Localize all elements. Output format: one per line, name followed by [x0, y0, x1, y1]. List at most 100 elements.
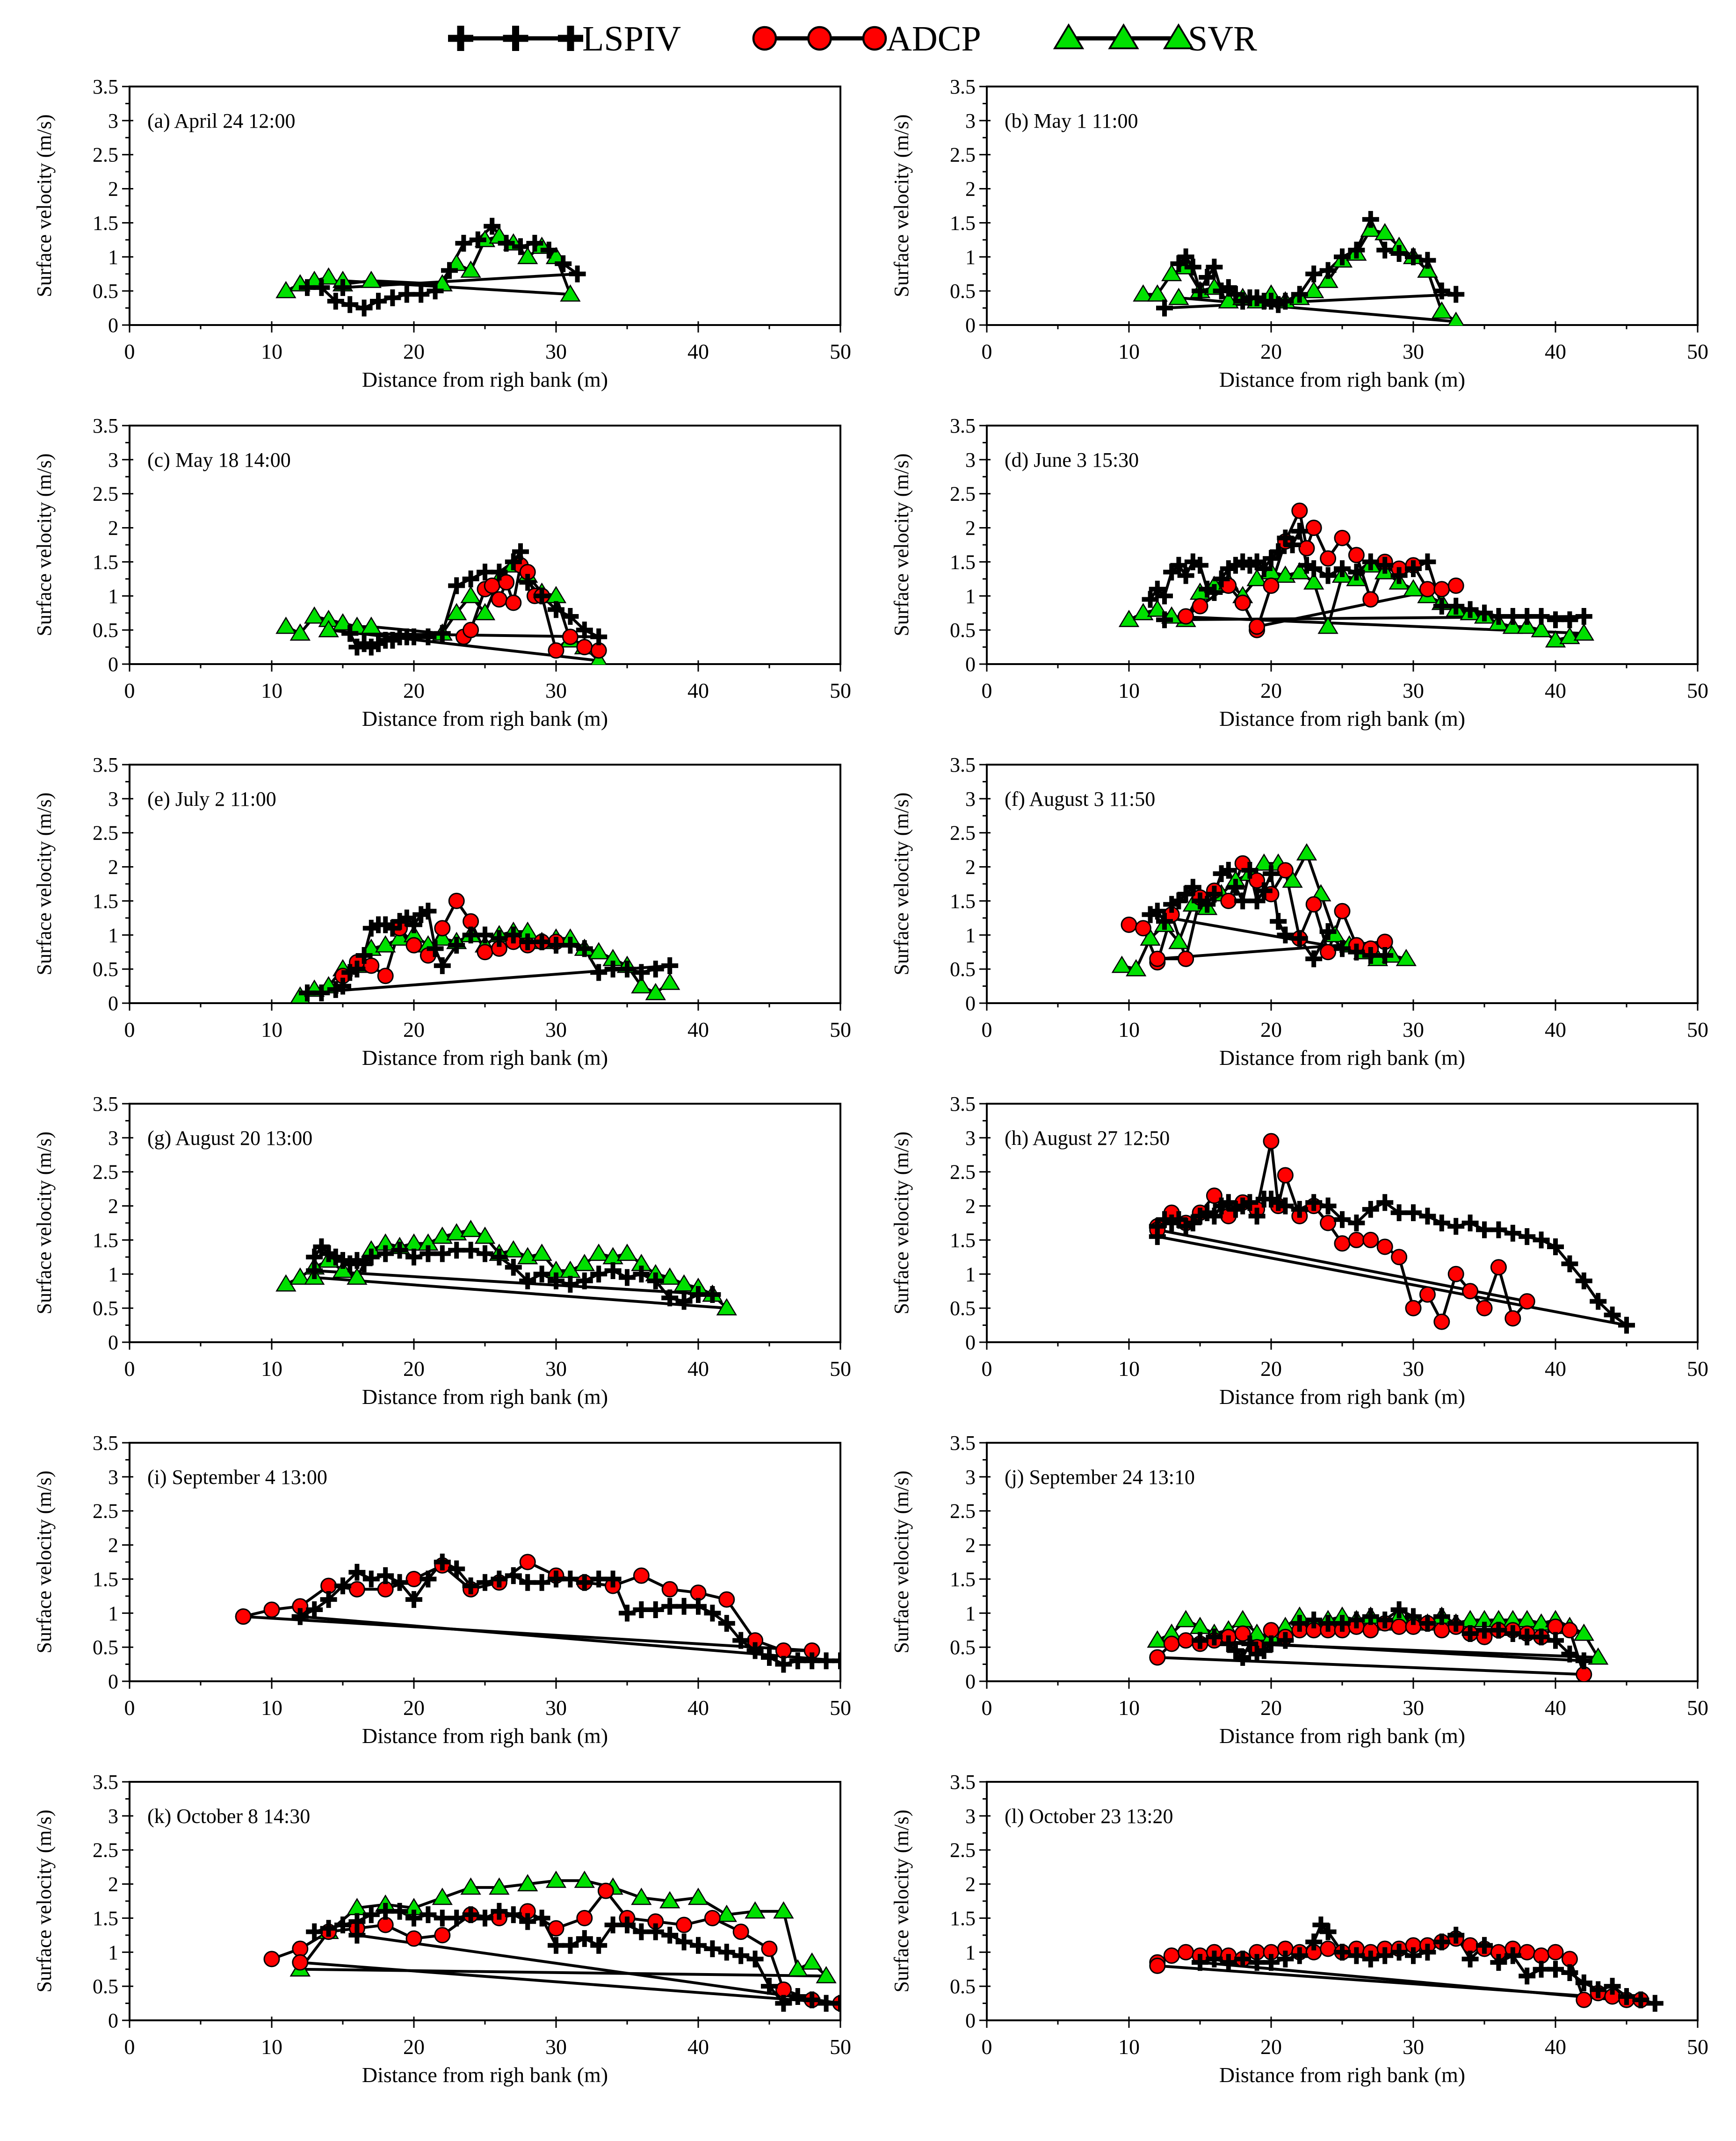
data-point-adcp	[1263, 577, 1280, 594]
data-point-lspiv	[1305, 1611, 1323, 1628]
data-point-svr	[588, 1244, 609, 1261]
data-point-svr	[560, 284, 581, 302]
data-point-lspiv	[732, 1632, 750, 1649]
data-point-lspiv	[313, 984, 330, 1002]
panel-title: (c) May 18 14:00	[147, 448, 291, 471]
data-point-lspiv	[590, 964, 608, 981]
data-point-svr	[645, 983, 666, 1000]
y-axis-label: Surface velocity (m/s)	[33, 1810, 56, 1993]
data-point-lspiv	[548, 601, 564, 618]
x-tick-label: 20	[1260, 340, 1282, 363]
panel-6: 0 0.5 1 1.5 2 2.5 3 3.5 0 10 20 30 40 50 Distance from…	[33, 1092, 851, 1409]
data-point-adcp	[597, 1882, 614, 1899]
data-point-lspiv	[299, 279, 316, 296]
data-point-svr	[289, 623, 311, 641]
panel-title: (j) September 24 13:10	[1005, 1466, 1195, 1489]
x-tick-label: 50	[1687, 340, 1708, 363]
y-tick-label: 0.5	[950, 280, 976, 303]
data-point-lspiv	[1390, 245, 1408, 262]
data-point-adcp	[1178, 1944, 1194, 1960]
y-tick-label: 0	[108, 1670, 118, 1693]
y-tick-label: 0.5	[93, 1297, 118, 1320]
data-point-adcp	[1249, 872, 1266, 889]
data-point-lspiv	[690, 1598, 707, 1615]
data-point-lspiv	[1447, 1615, 1465, 1632]
data-point-svr	[687, 1888, 709, 1905]
data-point-adcp	[1362, 591, 1379, 608]
data-point-lspiv	[1334, 1944, 1351, 1961]
data-point-lspiv	[576, 1574, 593, 1591]
data-point-lspiv	[619, 1605, 636, 1622]
data-point-lspiv	[434, 1554, 451, 1570]
data-point-lspiv	[775, 1656, 792, 1673]
y-tick-label: 1.5	[950, 890, 976, 912]
data-point-adcp	[1334, 1235, 1351, 1252]
data-point-lspiv	[420, 1245, 437, 1262]
series-group	[1133, 211, 1465, 325]
data-point-lspiv	[1618, 1316, 1635, 1334]
data-point-lspiv	[362, 1906, 380, 1924]
x-tick-label: 0	[982, 1018, 992, 1042]
data-point-adcp	[1121, 916, 1137, 933]
data-point-lspiv	[661, 1598, 679, 1615]
data-point-lspiv	[1263, 1954, 1280, 1971]
data-point-lspiv	[1348, 1215, 1365, 1231]
data-point-svr	[1282, 870, 1303, 888]
data-point-adcp	[1547, 1944, 1564, 1960]
data-point-lspiv	[1575, 1652, 1592, 1670]
data-point-lspiv	[1220, 861, 1237, 879]
data-point-adcp	[1561, 1622, 1578, 1639]
data-point-lspiv	[1334, 1615, 1351, 1632]
data-point-lspiv	[533, 933, 550, 950]
data-point-svr	[588, 942, 609, 960]
data-point-lspiv	[1291, 286, 1308, 303]
legend-marker-lspiv	[448, 26, 473, 51]
x-tick-label: 50	[830, 679, 851, 702]
data-point-svr	[275, 616, 297, 634]
data-point-lspiv	[1362, 1950, 1379, 1967]
y-axis-label: Surface velocity (m/s)	[33, 1471, 56, 1654]
data-point-lspiv	[1419, 1944, 1436, 1961]
data-point-lspiv	[448, 1910, 465, 1927]
panel-title: (l) October 23 13:20	[1005, 1805, 1173, 1828]
data-point-lspiv	[1604, 1306, 1621, 1324]
data-point-lspiv	[1184, 259, 1201, 276]
data-point-lspiv	[548, 937, 564, 954]
data-point-adcp	[1348, 1231, 1365, 1248]
data-point-svr	[1588, 1647, 1609, 1665]
y-tick-label: 2	[965, 1873, 976, 1896]
data-point-lspiv	[505, 926, 522, 944]
data-point-adcp	[348, 1581, 365, 1598]
y-tick-label: 3	[108, 109, 118, 132]
data-point-lspiv	[334, 1917, 351, 1933]
y-tick-label: 3.5	[950, 414, 976, 437]
data-point-lspiv	[505, 553, 522, 571]
data-point-lspiv	[1234, 892, 1251, 910]
data-point-lspiv	[1504, 1947, 1521, 1964]
data-point-lspiv	[1348, 943, 1365, 961]
data-point-svr	[1573, 1623, 1594, 1641]
data-point-lspiv	[462, 926, 479, 944]
data-point-svr	[517, 246, 538, 264]
y-tick-label: 0	[108, 992, 118, 1015]
y-tick-label: 1	[965, 1263, 976, 1286]
data-point-svr	[745, 1901, 766, 1919]
data-point-lspiv	[362, 1248, 380, 1266]
data-point-lspiv	[1192, 557, 1208, 574]
data-point-lspiv	[633, 1601, 650, 1618]
y-tick-label: 3	[108, 1805, 118, 1828]
y-tick-label: 0	[965, 653, 976, 676]
y-tick-label: 0	[108, 1331, 118, 1354]
x-tick-label: 40	[1545, 340, 1566, 363]
data-point-lspiv	[1142, 591, 1159, 608]
y-tick-label: 3.5	[950, 753, 976, 776]
data-point-adcp	[548, 642, 564, 659]
data-point-lspiv	[1277, 293, 1294, 310]
data-point-adcp	[448, 892, 465, 909]
x-tick-label: 0	[124, 340, 135, 363]
series-markers-lspiv	[1192, 1601, 1592, 1670]
y-tick-label: 1.5	[93, 1907, 118, 1930]
x-axis-label: Distance from righ bank (m)	[362, 368, 608, 391]
data-point-lspiv	[1419, 252, 1436, 269]
data-point-lspiv	[817, 1652, 835, 1670]
